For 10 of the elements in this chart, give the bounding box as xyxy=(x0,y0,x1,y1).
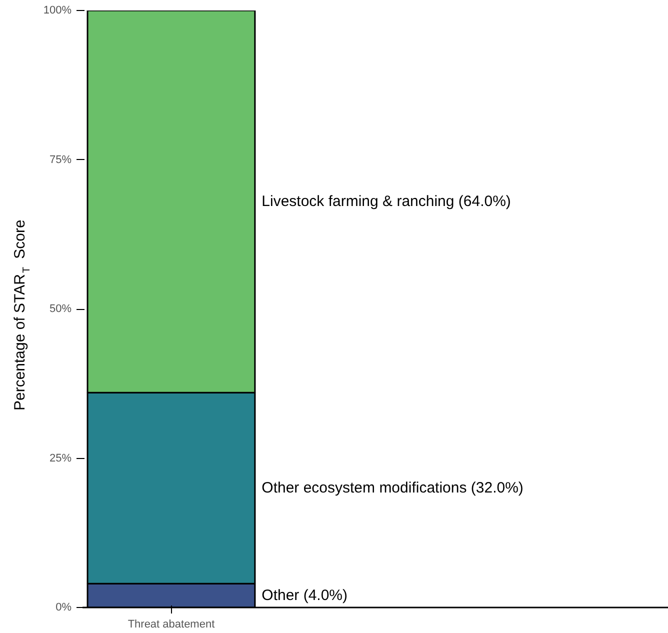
series-label: Other ecosystem modifications (32.0%) xyxy=(262,480,524,497)
y-tick-label: 50% xyxy=(49,303,72,315)
x-tick-label: Threat abatement xyxy=(128,618,215,630)
y-tick-label: 25% xyxy=(49,452,72,464)
series-label: Livestock farming & ranching (64.0%) xyxy=(262,193,511,210)
y-tick-label: 75% xyxy=(49,154,72,166)
y-axis-title: Percentage of START Score xyxy=(12,220,32,411)
y-tick-label: 0% xyxy=(56,602,72,614)
y-tick-label: 100% xyxy=(43,4,72,16)
series-label: Other (4.0%) xyxy=(262,587,348,604)
